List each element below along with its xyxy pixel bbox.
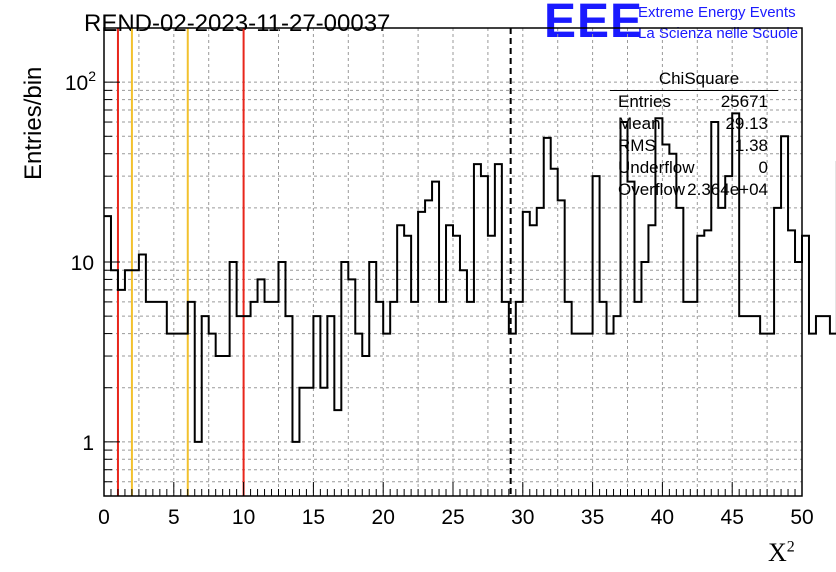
stats-value: 1.38 bbox=[734, 136, 768, 155]
x-tick-label: 30 bbox=[511, 506, 534, 529]
stats-box: ChiSquare Entries 25671 Mean 29.13 RMS 1.38… bbox=[610, 68, 778, 201]
stats-title: ChiSquare bbox=[610, 68, 778, 91]
brand-line-2: La Scienza nelle Scuole bbox=[638, 25, 799, 42]
x-tick-label: 25 bbox=[441, 506, 464, 529]
stats-row-overflow: Overflow 2.364e+04 bbox=[610, 179, 778, 201]
stats-key: Overflow bbox=[618, 180, 686, 199]
stats-key: Mean bbox=[618, 114, 661, 133]
x-tick-label: 40 bbox=[651, 506, 674, 529]
x-tick-label: 35 bbox=[581, 506, 604, 529]
histogram-line bbox=[104, 112, 836, 443]
stats-row-entries: Entries 25671 bbox=[610, 91, 778, 113]
stats-row-rms: RMS 1.38 bbox=[610, 135, 778, 157]
stats-key: Entries bbox=[618, 92, 671, 111]
x-axis-label-base: X bbox=[768, 538, 787, 567]
x-tick-label: 20 bbox=[372, 506, 395, 529]
histogram-series bbox=[104, 112, 836, 443]
stats-key: Underflow bbox=[618, 158, 695, 177]
stats-value: 25671 bbox=[720, 92, 768, 111]
y-tick-label: 10 bbox=[71, 252, 94, 275]
y-tick-label: 1 bbox=[82, 432, 94, 455]
x-tick-label: 45 bbox=[721, 506, 744, 529]
brand-line-1: Extreme Energy Events bbox=[638, 4, 796, 21]
tick-labels: 0 5 10 15 20 25 30 35 40 45 50 1 10 102 bbox=[65, 68, 814, 529]
x-tick-label: 15 bbox=[302, 506, 325, 529]
stats-value: 29.13 bbox=[725, 114, 768, 133]
y-tick-label: 102 bbox=[65, 68, 96, 95]
chart-title: REND-02-2023-11-27-00037 bbox=[84, 10, 391, 37]
stats-row-mean: Mean 29.13 bbox=[610, 113, 778, 135]
x-axis-label-sup: 2 bbox=[786, 538, 795, 556]
stats-value: 0 bbox=[758, 158, 768, 177]
axes bbox=[103, 27, 803, 497]
stats-row-underflow: Underflow 0 bbox=[610, 157, 778, 179]
x-tick-label: 50 bbox=[790, 506, 813, 529]
stats-key: RMS bbox=[618, 136, 656, 155]
x-axis-label: X2 bbox=[768, 538, 795, 568]
x-tick-label: 0 bbox=[98, 506, 110, 529]
x-tick-label: 10 bbox=[232, 506, 255, 529]
stats-value: 2.364e+04 bbox=[687, 180, 768, 199]
eee-logo: EEE bbox=[544, 0, 644, 48]
x-tick-label: 5 bbox=[168, 506, 180, 529]
